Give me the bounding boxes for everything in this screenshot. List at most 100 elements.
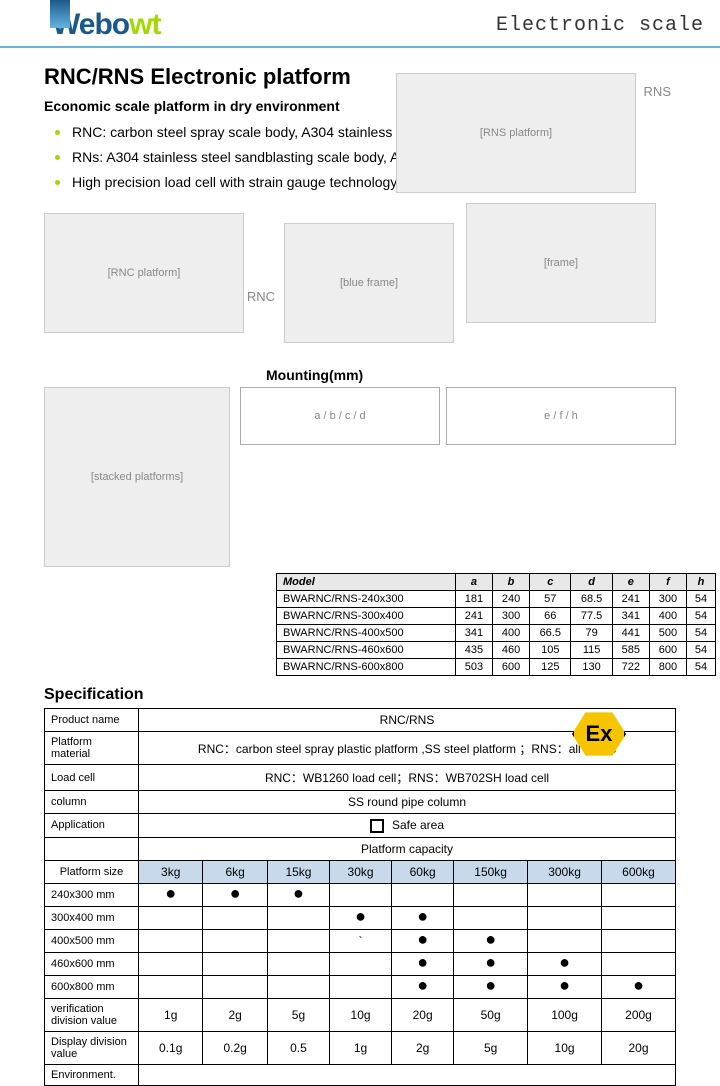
mount-cell: 600 xyxy=(492,659,529,676)
cap-cell: ● xyxy=(267,883,329,906)
spec-cell: 5g xyxy=(267,998,329,1031)
cap-cell: ● xyxy=(392,929,454,952)
mount-cell: 54 xyxy=(687,659,716,676)
cap-cell xyxy=(267,906,329,929)
cap-cell xyxy=(139,975,203,998)
spec-cell: 5g xyxy=(454,1031,528,1064)
mount-cell: 800 xyxy=(649,659,686,676)
spec-cell: 1g xyxy=(330,1031,392,1064)
spec-cell: 20g xyxy=(392,998,454,1031)
cap-cell xyxy=(602,883,676,906)
product-image-rns: [RNS platform]RNS xyxy=(396,73,636,193)
cap-size: 400x500 mm xyxy=(45,929,139,952)
mount-cell: 585 xyxy=(612,642,649,659)
spec-cell: 100g xyxy=(528,998,602,1031)
cap-cell xyxy=(330,975,392,998)
mount-cell: 54 xyxy=(687,591,716,608)
cap-cell: ● xyxy=(528,975,602,998)
mount-col: h xyxy=(687,574,716,591)
spec-cell: 20g xyxy=(602,1031,676,1064)
cap-cell xyxy=(528,883,602,906)
mount-cell: 400 xyxy=(649,608,686,625)
cap-cell xyxy=(139,906,203,929)
mount-cell: 54 xyxy=(687,642,716,659)
spec-label: Environment. xyxy=(45,1064,139,1085)
spec-cell: 2g xyxy=(203,998,267,1031)
mount-cell: 241 xyxy=(455,608,492,625)
mount-cell: 77.5 xyxy=(571,608,612,625)
spec-cell: 1g xyxy=(139,998,203,1031)
mount-cell: 125 xyxy=(530,659,571,676)
cap-cell xyxy=(454,883,528,906)
cap-cell xyxy=(267,929,329,952)
accent-bar xyxy=(50,0,70,28)
mounting-table: Modelabcdefh BWARNC/RNS-240x300181240576… xyxy=(276,573,716,676)
cap-col: 15kg xyxy=(267,860,329,883)
mount-cell: 400 xyxy=(492,625,529,642)
spec-title: Specification xyxy=(44,686,676,704)
spec-cell: 10g xyxy=(330,998,392,1031)
mount-cell: 130 xyxy=(571,659,612,676)
mount-cell: 57 xyxy=(530,591,571,608)
cap-cell xyxy=(528,929,602,952)
cap-cell: ` xyxy=(330,929,392,952)
cap-size: 240x300 mm xyxy=(45,883,139,906)
cap-cell xyxy=(203,929,267,952)
spec-cell: 0.1g xyxy=(139,1031,203,1064)
mount-col: f xyxy=(649,574,686,591)
cap-cell xyxy=(203,952,267,975)
cap-cell xyxy=(454,906,528,929)
spec-cell: 2g xyxy=(392,1031,454,1064)
spec-value: Safe area xyxy=(139,814,676,838)
mount-cell: 441 xyxy=(612,625,649,642)
header-title: Electronic scale xyxy=(496,14,704,37)
mount-col: d xyxy=(571,574,612,591)
label-rns: RNS xyxy=(644,84,671,99)
cap-cell xyxy=(602,952,676,975)
product-image-blueframe: [blue frame] xyxy=(284,223,454,343)
spec-label: Platform material xyxy=(45,732,139,765)
spec-cell: 10g xyxy=(528,1031,602,1064)
mount-cell: BWARNC/RNS-460x600 xyxy=(277,642,456,659)
mounting-title: Mounting(mm) xyxy=(266,367,676,383)
cap-cell: ● xyxy=(392,952,454,975)
spec-table: Product nameRNC/RNSPlatform materialRNC：… xyxy=(44,708,676,1086)
product-image-frame: [frame] xyxy=(466,203,656,323)
cap-col: 3kg xyxy=(139,860,203,883)
spec-cell: 200g xyxy=(602,998,676,1031)
product-stack-image: [stacked platforms] xyxy=(44,387,230,567)
mount-cell: 66 xyxy=(530,608,571,625)
cap-cell: ● xyxy=(330,906,392,929)
spec-cell: 50g xyxy=(454,998,528,1031)
cap-cell xyxy=(392,883,454,906)
spec-label: verification division value xyxy=(45,998,139,1031)
cap-size: 460x600 mm xyxy=(45,952,139,975)
header: Webowt Electronic scale xyxy=(0,0,720,48)
cap-col: Platform size xyxy=(45,860,139,883)
cap-col: 150kg xyxy=(454,860,528,883)
mount-cell: BWARNC/RNS-240x300 xyxy=(277,591,456,608)
mount-cell: 105 xyxy=(530,642,571,659)
spec-value: RNC：WB1260 load cell；RNS：WB702SH load ce… xyxy=(139,765,676,791)
mount-cell: 54 xyxy=(687,608,716,625)
mount-cell: 241 xyxy=(612,591,649,608)
spec-label: Load cell xyxy=(45,765,139,791)
capacity-header: Platform capacity xyxy=(139,837,676,860)
mount-cell: BWARNC/RNS-300x400 xyxy=(277,608,456,625)
cap-col: 60kg xyxy=(392,860,454,883)
mount-cell: 460 xyxy=(492,642,529,659)
product-image-rnc: [RNC platform]RNC xyxy=(44,213,244,333)
cap-cell xyxy=(267,975,329,998)
mount-col: Model xyxy=(277,574,456,591)
cap-col: 6kg xyxy=(203,860,267,883)
cap-size: 300x400 mm xyxy=(45,906,139,929)
mount-cell: 500 xyxy=(649,625,686,642)
mount-cell: 722 xyxy=(612,659,649,676)
spec-label: column xyxy=(45,791,139,814)
cap-cell xyxy=(139,929,203,952)
cap-col: 600kg xyxy=(602,860,676,883)
cap-cell xyxy=(602,929,676,952)
ex-badge: Ex xyxy=(572,710,626,758)
spec-cell: 0.5 xyxy=(267,1031,329,1064)
ex-badge-text: Ex xyxy=(572,710,626,758)
